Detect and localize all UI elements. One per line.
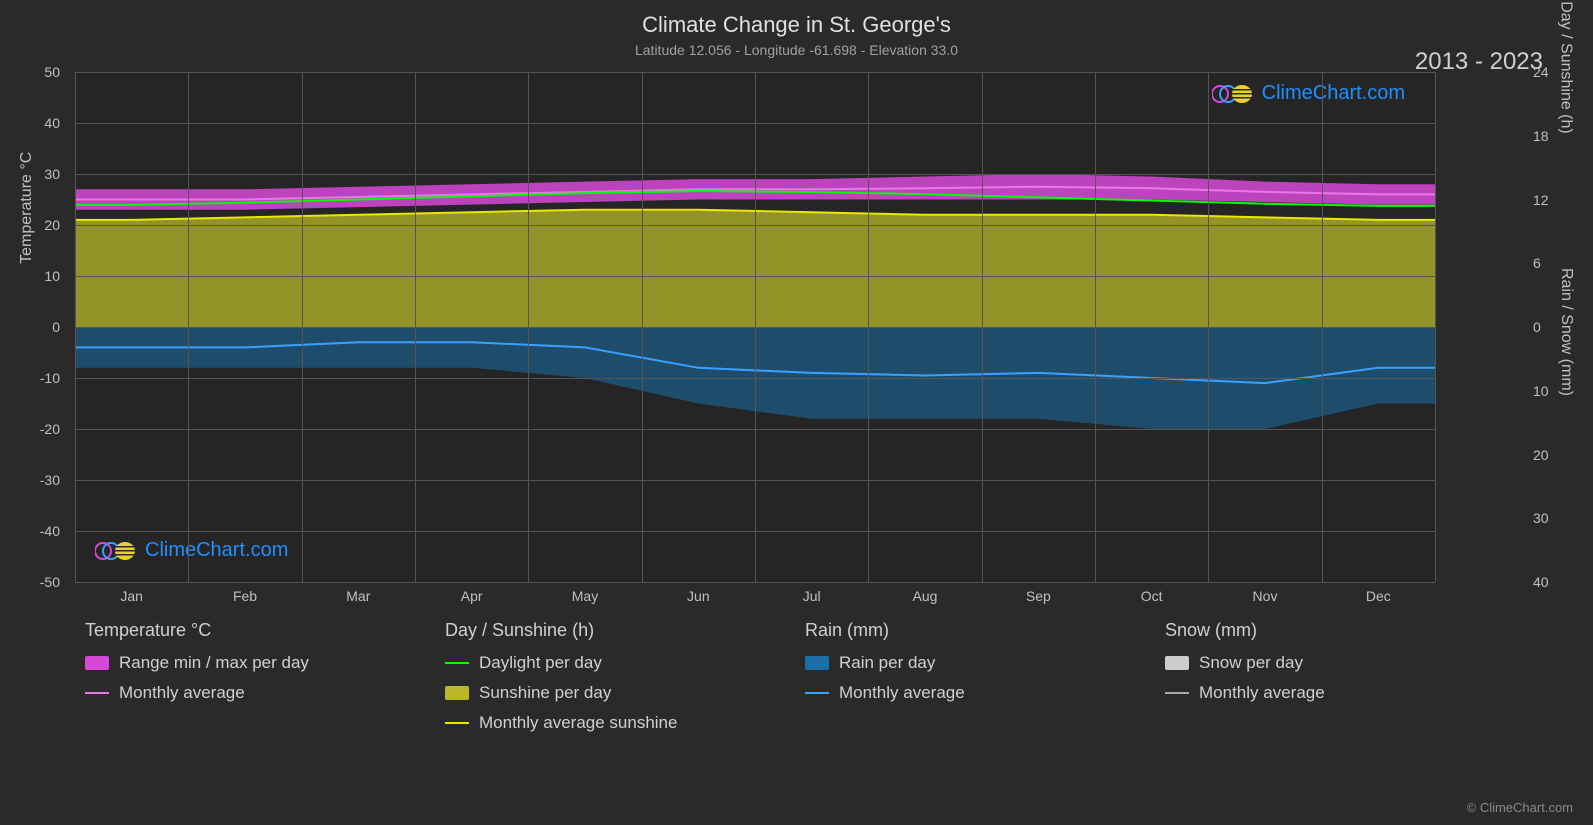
legend-item-label: Snow per day (1199, 653, 1303, 673)
y-tick-left: -30 (40, 472, 60, 488)
legend-item: Monthly average (1165, 683, 1525, 703)
y-tick-right-rain: 20 (1533, 447, 1549, 463)
x-tick-month: Mar (346, 588, 370, 604)
legend-item-label: Sunshine per day (479, 683, 611, 703)
legend-column: Temperature °C Range min / max per day Mon… (85, 620, 445, 743)
y-tick-left: 40 (44, 115, 60, 131)
legend-item: Monthly average (805, 683, 1165, 703)
legend-title: Day / Sunshine (h) (445, 620, 805, 641)
y-tick-left: -50 (40, 574, 60, 590)
plot-area: ClimeChart.com ClimeChart.com (75, 72, 1435, 582)
grid-line-vertical (302, 72, 303, 582)
x-tick-month: Apr (461, 588, 483, 604)
grid-line-vertical (982, 72, 983, 582)
legend-title: Rain (mm) (805, 620, 1165, 641)
legend-item: Sunshine per day (445, 683, 805, 703)
x-tick-month: Dec (1366, 588, 1391, 604)
legend-title: Temperature °C (85, 620, 445, 641)
y-tick-left: 30 (44, 166, 60, 182)
y-tick-right-sunshine: 18 (1533, 128, 1549, 144)
y-tick-left: 20 (44, 217, 60, 233)
watermark-bottom-left: ClimeChart.com (95, 539, 288, 562)
grid-line-vertical (188, 72, 189, 582)
x-tick-month: Jul (803, 588, 821, 604)
legend-column: Day / Sunshine (h) Daylight per day Sunshi… (445, 620, 805, 743)
watermark-text: ClimeChart.com (1262, 82, 1405, 105)
watermark-text: ClimeChart.com (145, 539, 288, 562)
grid-line-vertical (868, 72, 869, 582)
grid-line-vertical (415, 72, 416, 582)
legend-item-label: Monthly average sunshine (479, 713, 677, 733)
grid-line-vertical (755, 72, 756, 582)
legend-item-label: Monthly average (1199, 683, 1325, 703)
grid-line-vertical (1435, 72, 1436, 582)
y-axis-right: 2418126010203040 (1523, 72, 1593, 582)
grid-line-vertical (1095, 72, 1096, 582)
y-tick-left: 50 (44, 64, 60, 80)
legend-line-icon (1165, 692, 1189, 694)
legend-item-label: Rain per day (839, 653, 935, 673)
x-tick-month: Aug (913, 588, 938, 604)
x-tick-month: Feb (233, 588, 257, 604)
legend-swatch-icon (85, 656, 109, 670)
grid-line-vertical (1322, 72, 1323, 582)
legend-line-icon (805, 692, 829, 694)
legend-item: Range min / max per day (85, 653, 445, 673)
x-tick-month: May (572, 588, 598, 604)
legend-item: Snow per day (1165, 653, 1525, 673)
legend-line-icon (85, 692, 109, 694)
legend-title: Snow (mm) (1165, 620, 1525, 641)
x-tick-month: Oct (1141, 588, 1163, 604)
legend-item: Daylight per day (445, 653, 805, 673)
y-tick-right-sunshine: 12 (1533, 192, 1549, 208)
legend-swatch-icon (805, 656, 829, 670)
legend-column: Snow (mm) Snow per day Monthly average (1165, 620, 1525, 743)
climechart-logo-icon (95, 540, 139, 562)
legend-swatch-icon (445, 686, 469, 700)
legend-item-label: Range min / max per day (119, 653, 309, 673)
grid-line-vertical (1208, 72, 1209, 582)
grid-line-vertical (528, 72, 529, 582)
y-tick-left: 0 (52, 319, 60, 335)
legend-column: Rain (mm) Rain per day Monthly average (805, 620, 1165, 743)
y-tick-left: -20 (40, 421, 60, 437)
legend-item-label: Daylight per day (479, 653, 602, 673)
climechart-logo-icon (1212, 83, 1256, 105)
legend-item: Rain per day (805, 653, 1165, 673)
watermark-top-right: ClimeChart.com (1212, 82, 1405, 105)
legend: Temperature °C Range min / max per day Mon… (85, 620, 1525, 743)
y-tick-right-rain: 40 (1533, 574, 1549, 590)
chart-title: Climate Change in St. George's (0, 0, 1593, 38)
y-tick-right-sunshine: 6 (1533, 255, 1541, 271)
y-tick-right-sunshine: 0 (1533, 319, 1541, 335)
grid-line-vertical (75, 72, 76, 582)
legend-line-icon (445, 722, 469, 724)
chart-subtitle: Latitude 12.056 - Longitude -61.698 - El… (0, 38, 1593, 58)
chart-container: Climate Change in St. George's Latitude … (0, 0, 1593, 825)
legend-line-icon (445, 662, 469, 664)
grid-line-horizontal (75, 582, 1435, 583)
legend-item: Monthly average sunshine (445, 713, 805, 733)
y-tick-left: 10 (44, 268, 60, 284)
x-tick-month: Sep (1026, 588, 1051, 604)
x-tick-month: Jan (120, 588, 143, 604)
legend-item-label: Monthly average (119, 683, 245, 703)
legend-item: Monthly average (85, 683, 445, 703)
legend-swatch-icon (1165, 656, 1189, 670)
x-tick-month: Jun (687, 588, 710, 604)
y-tick-left: -40 (40, 523, 60, 539)
y-tick-right-sunshine: 24 (1533, 64, 1549, 80)
y-tick-right-rain: 30 (1533, 510, 1549, 526)
legend-item-label: Monthly average (839, 683, 965, 703)
copyright-text: © ClimeChart.com (1467, 800, 1573, 815)
y-axis-left: 50403020100-10-20-30-40-50 (0, 72, 70, 582)
y-tick-left: -10 (40, 370, 60, 386)
grid-line-vertical (642, 72, 643, 582)
x-tick-month: Nov (1253, 588, 1278, 604)
y-tick-right-rain: 10 (1533, 383, 1549, 399)
